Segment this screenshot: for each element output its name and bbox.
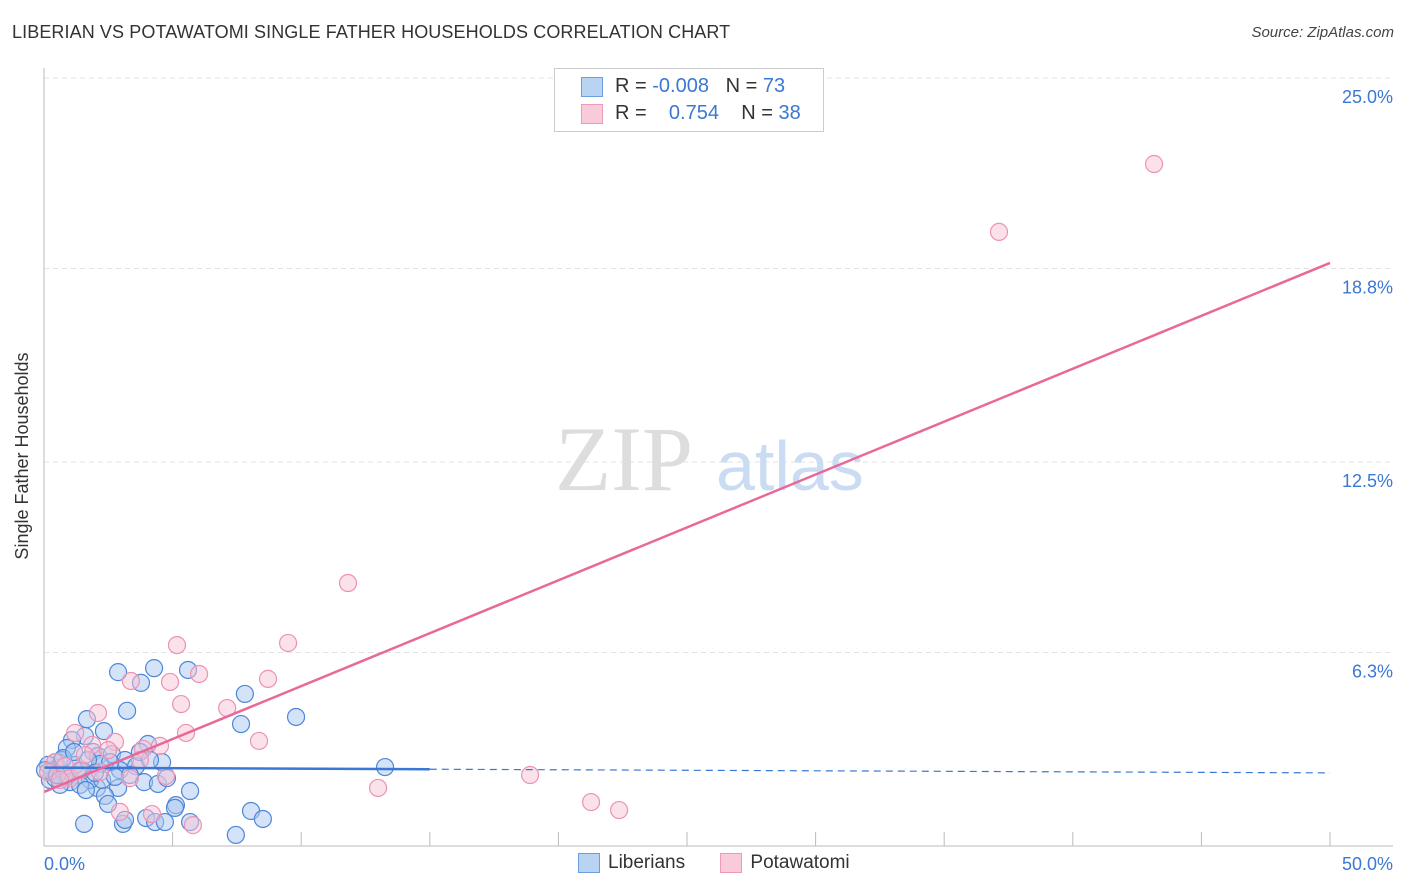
n-label: N = [725,75,758,97]
liberian-point [180,781,200,801]
liberian-point [94,722,114,741]
r-label: R = [615,102,647,124]
potawatomi-point [183,816,203,835]
n-value: 73 [762,75,786,97]
potawatomi-point [249,731,269,751]
potawatomi-point [369,778,388,798]
potawatomi-point [98,741,118,760]
liberian-point [235,684,254,704]
legend-potawatomi: Potawatomi [750,852,850,873]
liberian-point [231,714,251,734]
r-value: -0.008 [652,75,709,97]
y-tick-label: 25.0% [1342,87,1393,107]
y-axis-label: Single Father Households [12,352,32,559]
stats-legend: R = -0.008 N = 73 R = 0.754 N = 38 [554,68,824,132]
watermark-zip: ZIP [555,408,693,510]
liberians-swatch-icon [578,853,600,873]
potawatomi-point [160,672,180,692]
liberian-point [108,663,128,682]
potawatomi-point [121,671,141,691]
liberian-point [76,780,96,800]
y-tick-label: 12.5% [1342,471,1393,491]
r-label: R = [615,75,647,97]
potawatomi-point [88,703,108,723]
liberian-point [253,809,272,829]
potawatomi-point [120,769,140,788]
potawatomi-point [581,792,601,812]
potawatomi-point [171,694,191,714]
chart-title: LIBERIAN VS POTAWATOMI SINGLE FATHER HOU… [12,22,731,42]
potawatomi-point [189,664,209,684]
potawatomi-point [156,766,176,786]
potawatomi-point [989,222,1009,242]
liberians-trend-line [43,766,430,771]
potawatomi-point [75,745,94,765]
liberian-point [144,659,164,678]
r-value: 0.754 [668,102,719,124]
liberian-point [165,798,185,818]
liberian-point [117,701,137,720]
x-tick-label-max: 50.0% [1342,854,1393,874]
y-tick-label: 18.8% [1342,277,1393,297]
potawatomi-point [278,633,298,653]
source-label: Source: ZipAtlas.com [1251,24,1394,41]
potawatomi-swatch-icon [720,853,743,873]
potawatomi-point [338,573,358,593]
x-tick-label-min: 0.0% [44,854,85,874]
potawatomi-point [258,669,278,688]
n-value: 38 [778,102,801,124]
blue-swatch-icon [581,76,603,97]
liberian-point [226,825,245,845]
potawatomi-point [110,802,129,822]
potawatomi-point [521,765,540,785]
potawatomi-point [1144,154,1164,174]
potawatomi-trend-line [43,261,1331,794]
liberian-point [375,757,395,777]
liberians-trend-line-dashed [429,768,1331,774]
series-legend: Liberians Potawatomi [578,852,850,874]
legend-row-liberians: R = -0.008 N = 73 [581,73,785,99]
y-tick-label: 6.3% [1352,661,1393,681]
liberian-point [286,707,306,727]
liberian-point [75,814,94,833]
legend-liberians: Liberians [608,852,686,873]
n-label: N = [741,102,773,124]
potawatomi-point [609,800,629,820]
potawatomi-point [142,804,162,824]
watermark-atlas: atlas [716,427,864,505]
potawatomi-point [66,723,85,743]
pink-swatch-icon [581,103,603,124]
legend-row-potawatomi: R = 0.754 N = 38 [581,100,801,126]
potawatomi-point [167,635,187,655]
